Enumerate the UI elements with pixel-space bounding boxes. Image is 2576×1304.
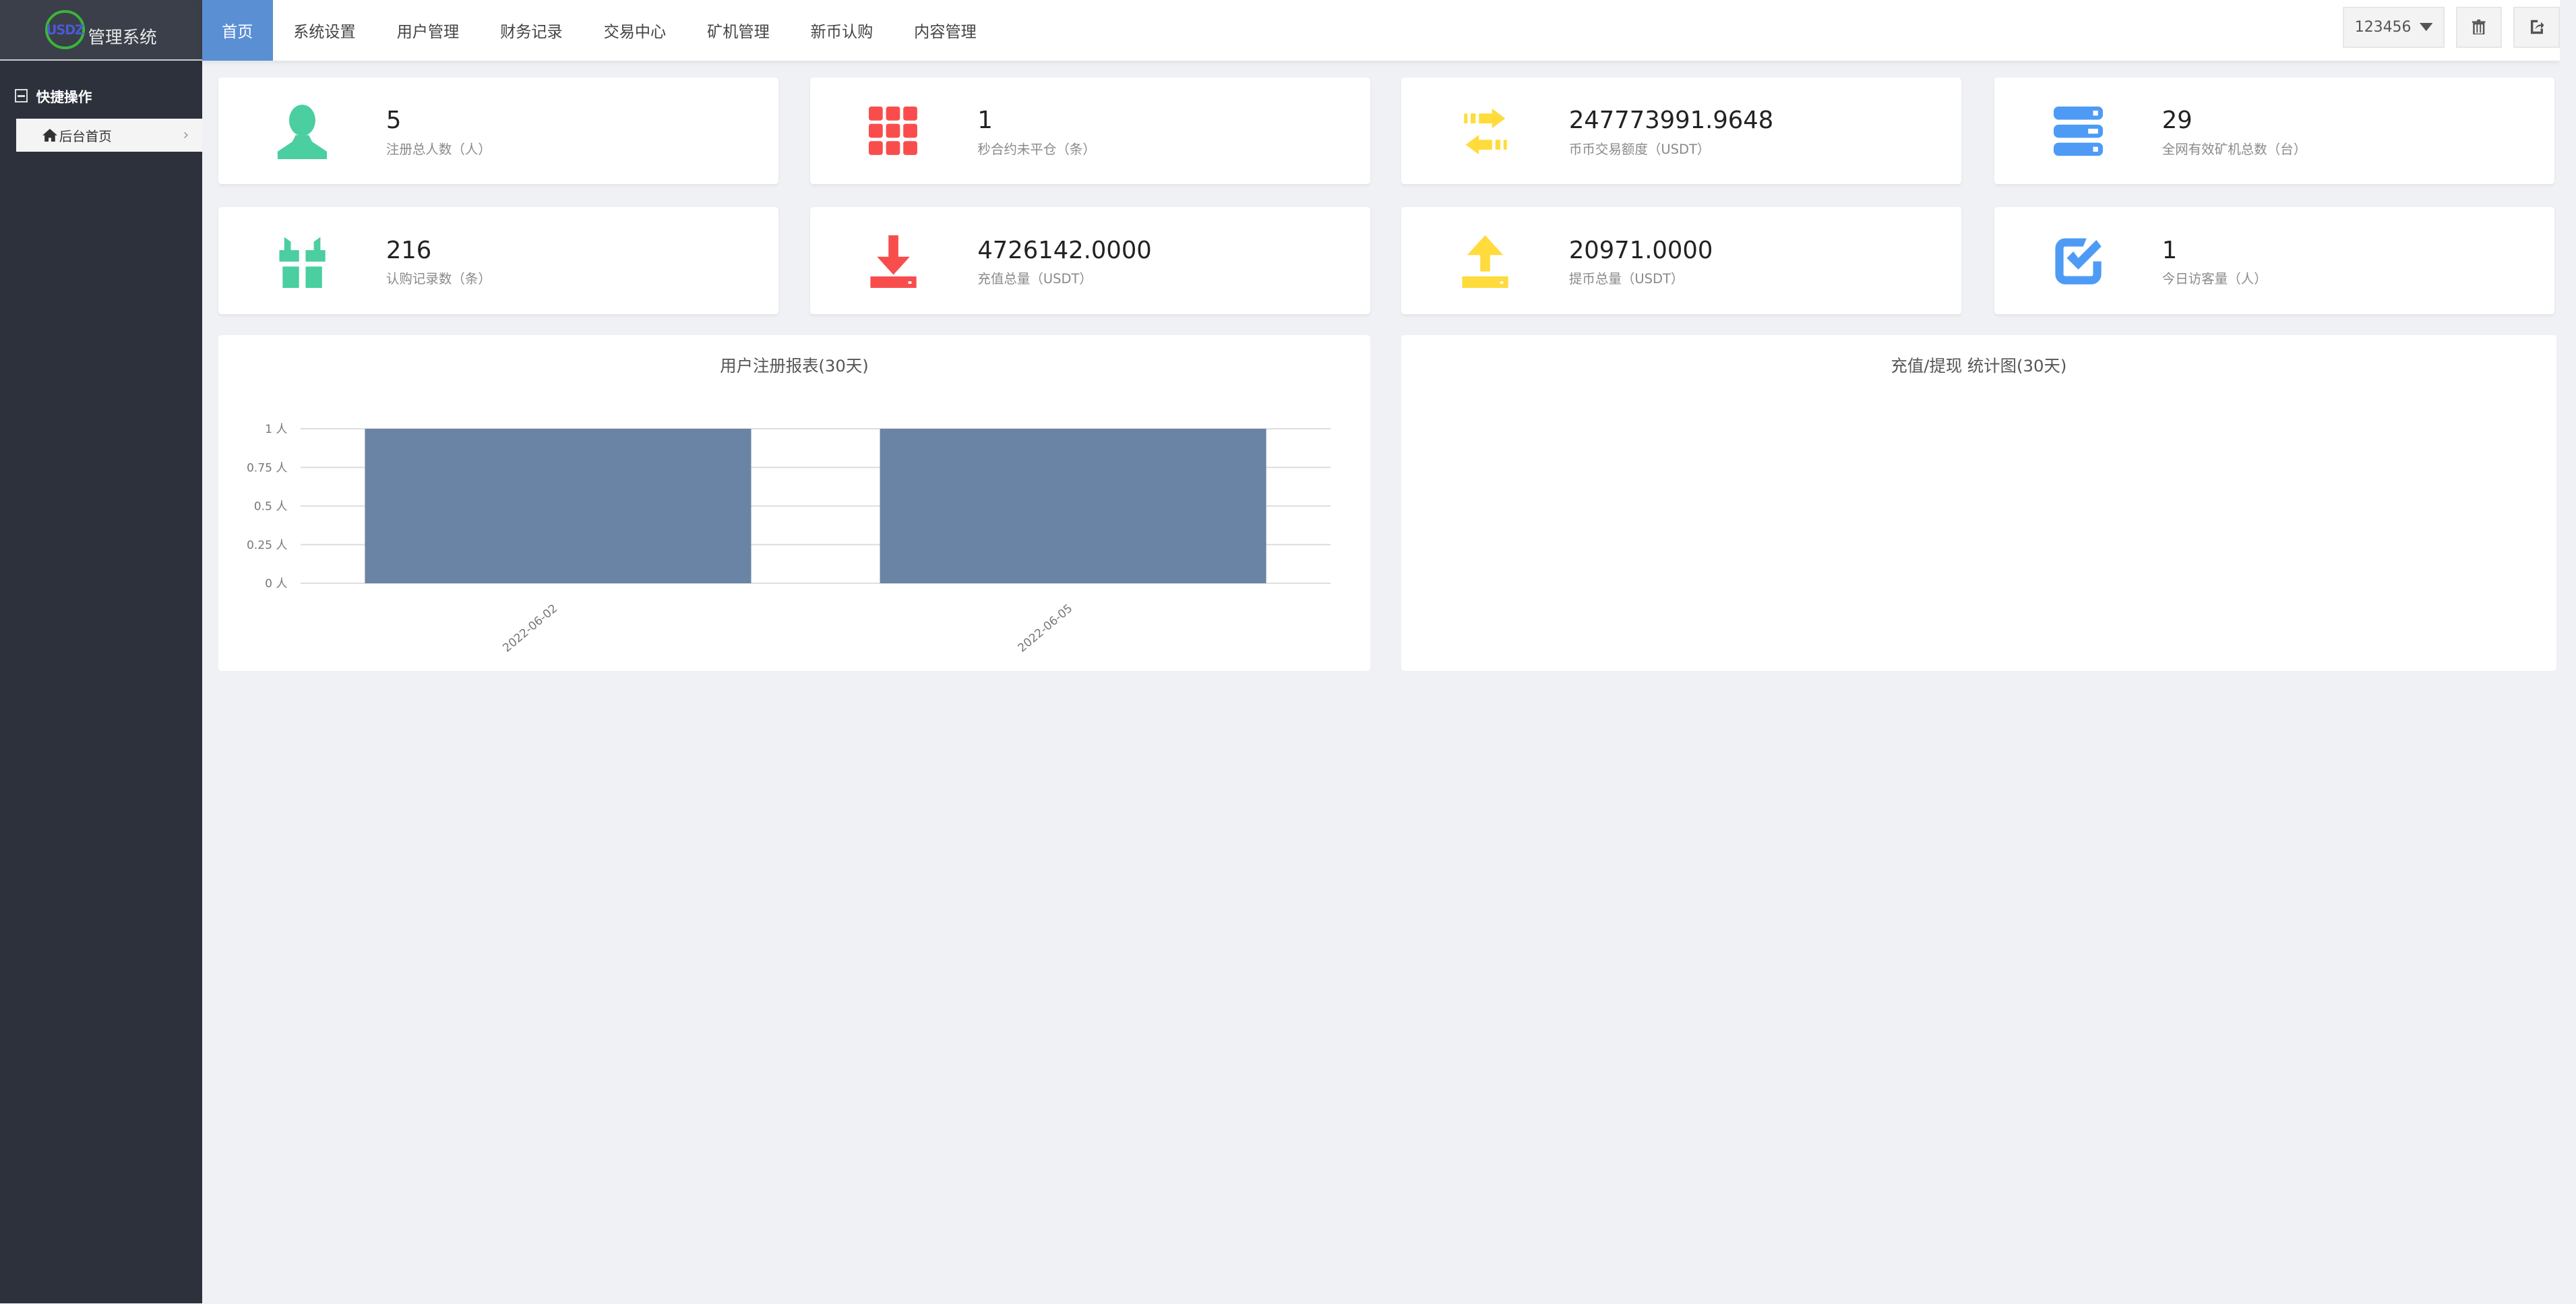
logo: USDZ 管理系统 — [0, 0, 202, 61]
y-tick-label: 0.75 人 — [247, 462, 287, 475]
stat-card: 1 秒合约未平仓（条） — [809, 77, 1370, 184]
tab-2[interactable]: 用户管理 — [396, 24, 460, 42]
stat-label: 注册总人数（人） — [386, 141, 491, 157]
collapse-icon — [14, 89, 28, 102]
y-tick-label: 0 人 — [265, 577, 287, 591]
stat-value: 4726142.0000 — [977, 237, 1152, 264]
logout-button[interactable] — [2513, 6, 2560, 48]
stat-label: 今日访客量（人） — [2161, 271, 2267, 287]
tab-0[interactable]: 首页 — [202, 0, 273, 61]
trash-icon — [2472, 20, 2486, 35]
download-icon — [866, 233, 922, 289]
stat-value: 247773991.9648 — [1568, 107, 1774, 135]
home-icon — [42, 128, 58, 142]
y-tick-label: 1 人 — [265, 423, 287, 436]
user-icon — [274, 104, 330, 160]
stat-card: 1 今日访客量（人） — [1994, 207, 2555, 314]
stat-card: 4726142.0000 充值总量（USDT） — [809, 207, 1370, 314]
check-square-icon — [2050, 233, 2106, 289]
stat-card: 5 注册总人数（人） — [218, 77, 779, 184]
logo-title: 管理系统 — [88, 28, 157, 49]
stat-value: 5 — [386, 107, 402, 135]
caret-down-icon — [2419, 23, 2433, 32]
stat-value: 1 — [977, 107, 993, 135]
globe-logo-icon: USDZ — [45, 9, 85, 50]
stat-card: 247773991.9648 币币交易额度（USDT） — [1401, 77, 1962, 184]
user-dropdown[interactable]: 123456 — [2342, 6, 2445, 48]
gift-icon — [274, 233, 330, 289]
stat-label: 币币交易额度（USDT） — [1568, 141, 1711, 157]
chevron-right-icon: › — [183, 127, 189, 144]
stat-label: 秒合约未平仓（条） — [977, 141, 1096, 157]
stat-value: 29 — [2161, 107, 2192, 135]
deposit-withdraw-chart: 充值/提现 统计图(30天) — [1401, 335, 2556, 671]
tab-7[interactable]: 内容管理 — [914, 24, 977, 42]
grid-icon — [866, 104, 922, 160]
tab-6[interactable]: 新币认购 — [810, 24, 873, 42]
stat-label: 认购记录数（条） — [386, 271, 491, 287]
stat-card: 216 认购记录数（条） — [218, 207, 779, 314]
stat-value: 1 — [2161, 237, 2178, 264]
stat-value: 216 — [386, 237, 432, 264]
sidebar: USDZ 管理系统 快捷操作 后台首页 › — [0, 0, 202, 1303]
exchange-icon — [1457, 104, 1513, 160]
logout-icon — [2530, 20, 2544, 34]
stat-card: 20971.0000 提币总量（USDT） — [1401, 207, 1962, 314]
tab-1[interactable]: 系统设置 — [293, 24, 356, 42]
sidebar-item-home[interactable]: 后台首页 › — [16, 119, 202, 152]
stat-label: 提币总量（USDT） — [1568, 271, 1684, 287]
upload-icon — [1457, 233, 1513, 289]
y-tick-label: 0.5 人 — [254, 500, 288, 514]
x-tick-label: 2022-06-05 — [1016, 602, 1076, 655]
tab-5[interactable]: 矿机管理 — [707, 24, 770, 42]
bar — [365, 429, 752, 584]
sidebar-group-quick[interactable]: 快捷操作 — [0, 61, 202, 106]
server-icon — [2050, 104, 2106, 160]
stat-card: 29 全网有效矿机总数（台） — [1994, 77, 2555, 184]
chart-title: 用户注册报表(30天) — [720, 356, 869, 376]
chart-title: 充值/提现 统计图(30天) — [1891, 356, 2067, 376]
bar — [880, 429, 1266, 584]
stat-value: 20971.0000 — [1568, 237, 1713, 264]
stat-label: 全网有效矿机总数（台） — [2161, 141, 2307, 157]
user-registration-chart: 用户注册报表(30天) 0 人 0.25 人 0.5 人 0.75 人 1 人 2022-… — [218, 335, 1370, 671]
stat-label: 充值总量（USDT） — [977, 271, 1093, 287]
scrollbar[interactable] — [2559, 0, 2576, 1303]
tab-3[interactable]: 财务记录 — [500, 24, 563, 42]
x-tick-label: 2022-06-02 — [501, 602, 561, 655]
clear-cache-button[interactable] — [2456, 6, 2503, 48]
tab-4[interactable]: 交易中心 — [603, 24, 667, 42]
top-nav: 首页 系统设置 用户管理 财务记录 交易中心 矿机管理 新币认购 内容管理 123456 — [202, 0, 2560, 61]
y-tick-label: 0.25 人 — [247, 539, 287, 552]
bar-chart-svg: 0 人 0.25 人 0.5 人 0.75 人 1 人 2022-06-02 2022-06… — [247, 423, 1331, 655]
